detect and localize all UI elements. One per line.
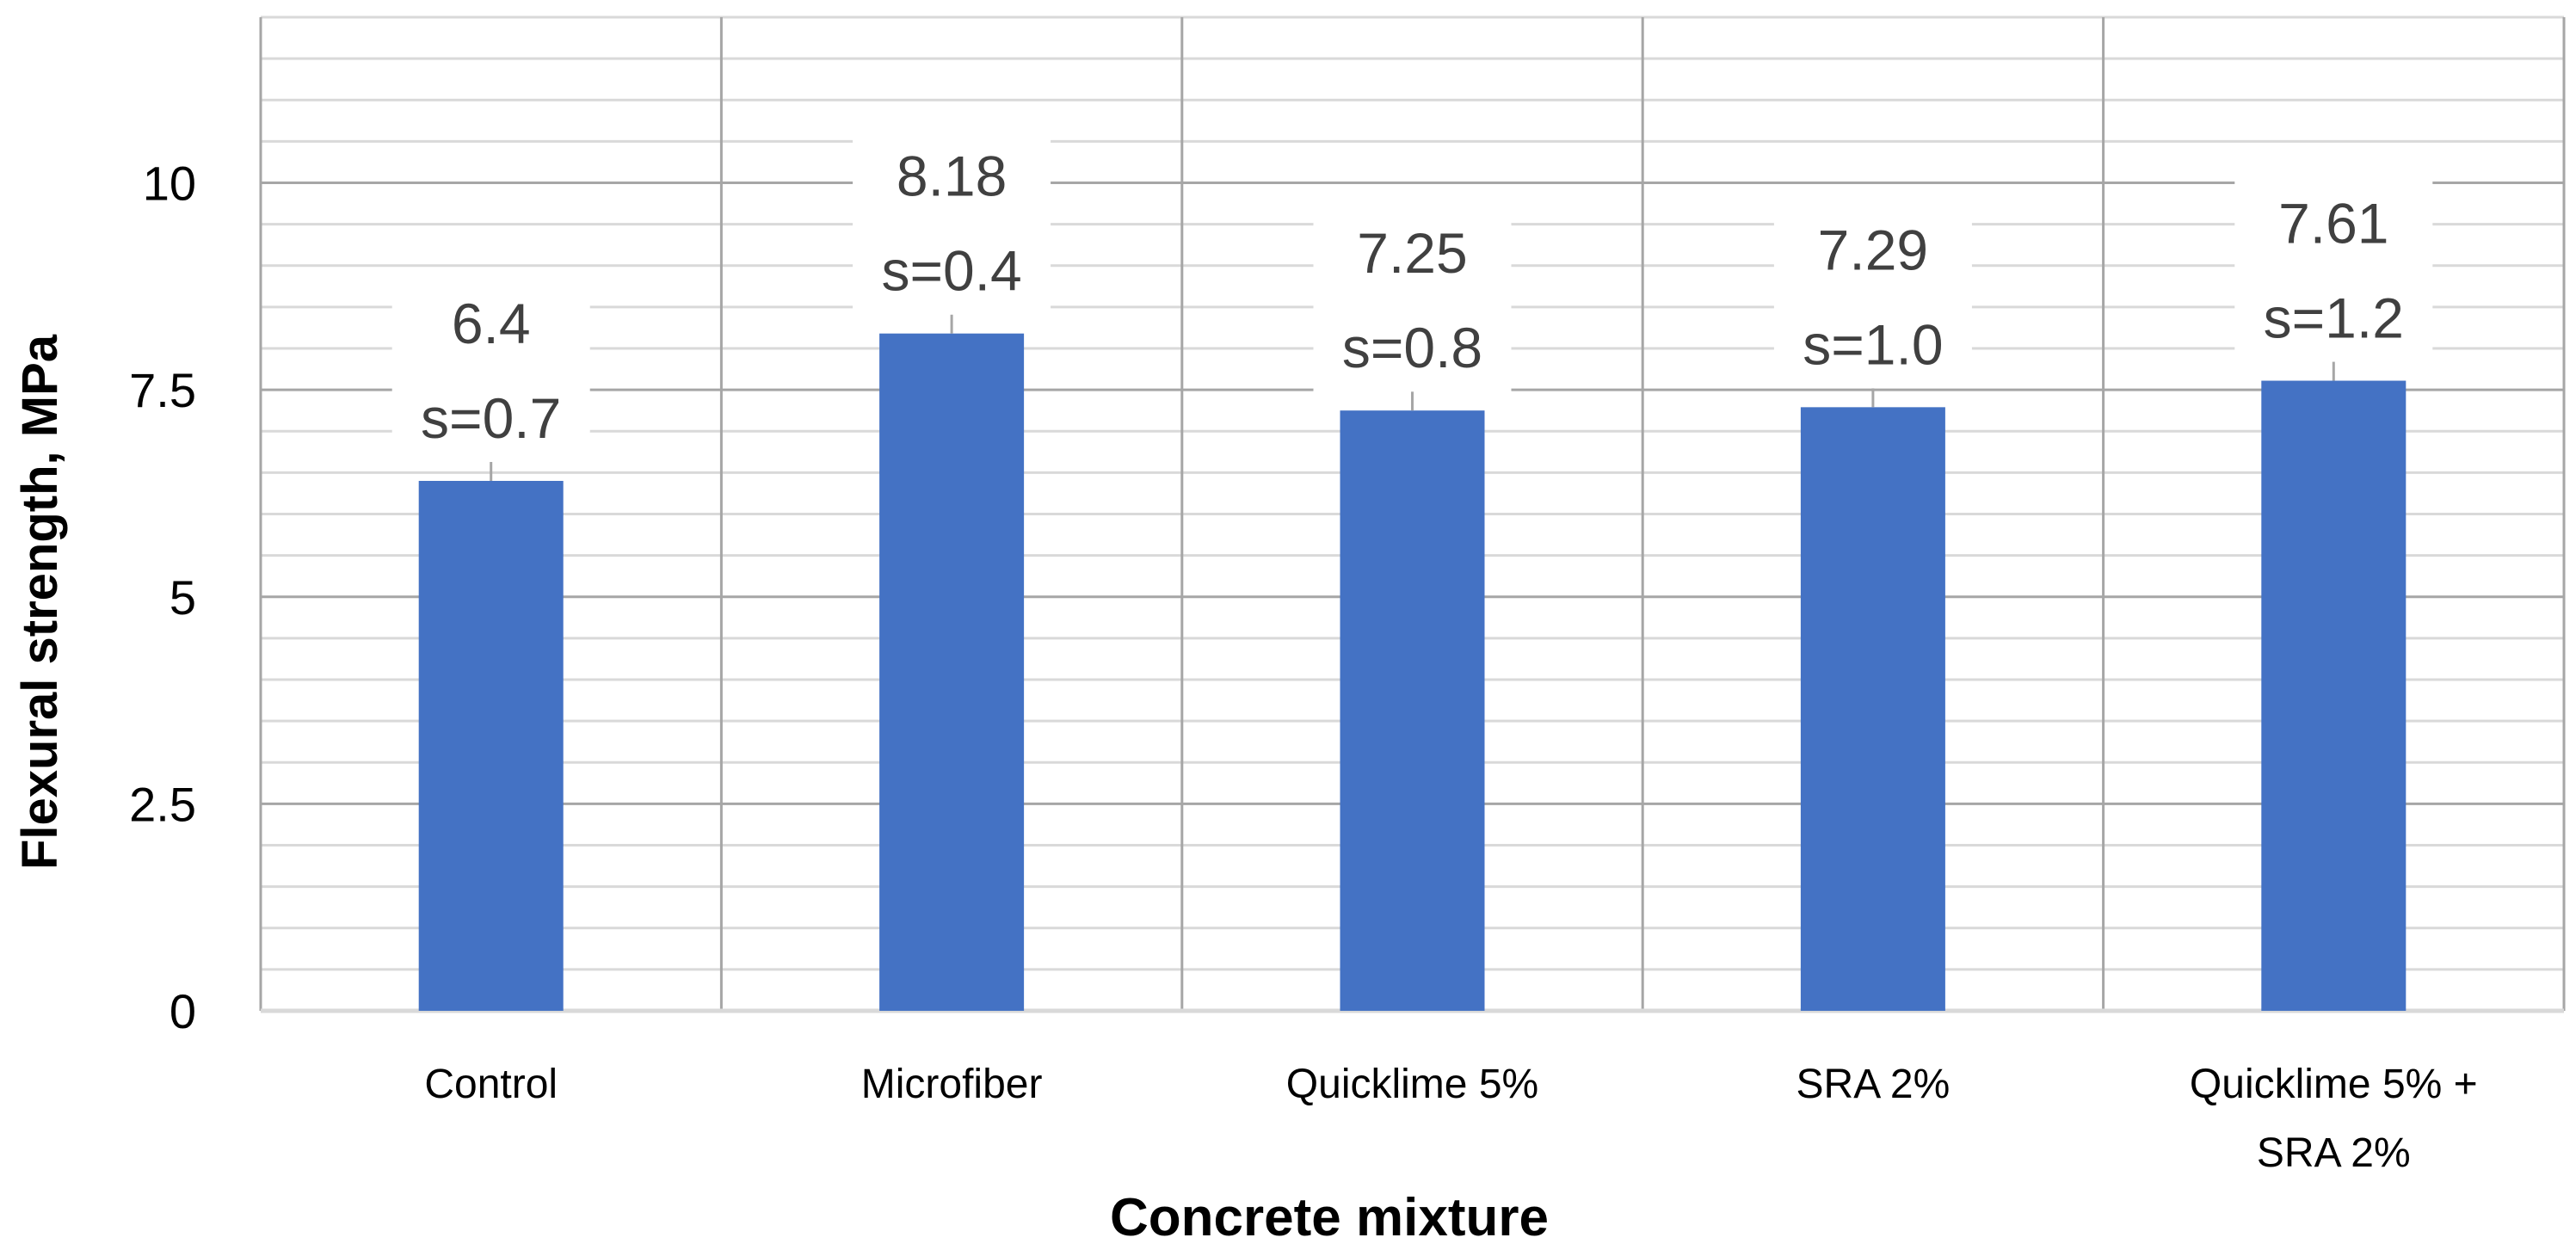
x-tick-label: SRA 2% — [2257, 1130, 2411, 1176]
y-axis-ticks: 0 2.5 5 7.5 10 — [129, 157, 196, 1039]
data-label: s=0.4 — [881, 239, 1021, 303]
y-tick-label: 10 — [143, 157, 196, 211]
y-tick-label: 2.5 — [129, 777, 196, 831]
data-label: 7.25 — [1357, 221, 1467, 285]
data-label: s=0.8 — [1342, 316, 1482, 379]
data-label: 7.29 — [1818, 218, 1928, 281]
bar — [2261, 380, 2407, 1012]
data-label: 8.18 — [897, 145, 1007, 208]
x-tick-label: Control — [424, 1062, 558, 1107]
data-label: 7.61 — [2278, 192, 2388, 256]
y-tick-label: 0 — [169, 984, 196, 1038]
data-label-box — [2234, 181, 2433, 362]
y-tick-label: 5 — [169, 570, 196, 625]
x-tick-label: Quicklime 5% + — [2190, 1062, 2478, 1107]
x-axis-ticks: Control Microfiber Quicklime 5% SRA 2% Quick… — [424, 1062, 2477, 1176]
bars — [418, 333, 2407, 1012]
data-label: s=1.0 — [1803, 312, 1943, 376]
x-axis-label: Concrete mixture — [1110, 1188, 1549, 1247]
bar — [1800, 407, 1945, 1011]
bar — [879, 333, 1025, 1011]
data-label-box — [1313, 211, 1512, 392]
data-label: s=1.2 — [2264, 286, 2404, 350]
bar — [418, 481, 564, 1011]
x-tick-label: SRA 2% — [1796, 1062, 1950, 1107]
x-tick-label: Microfiber — [861, 1062, 1043, 1107]
data-label: s=0.7 — [421, 386, 561, 450]
y-axis-label: Flexural strength, MPa — [12, 334, 68, 870]
bar — [1340, 410, 1485, 1011]
data-label-box — [391, 281, 590, 462]
data-label-box — [853, 133, 1051, 315]
data-label: 6.4 — [452, 292, 531, 355]
data-labels: 6.4 s=0.7 8.18 s=0.4 7.25 s=0.8 7.29 s=1.0 7.61 s… — [391, 133, 2433, 481]
y-tick-label: 7.5 — [129, 363, 196, 417]
data-label-box — [1773, 207, 1972, 389]
x-tick-label: Quicklime 5% — [1286, 1062, 1538, 1107]
